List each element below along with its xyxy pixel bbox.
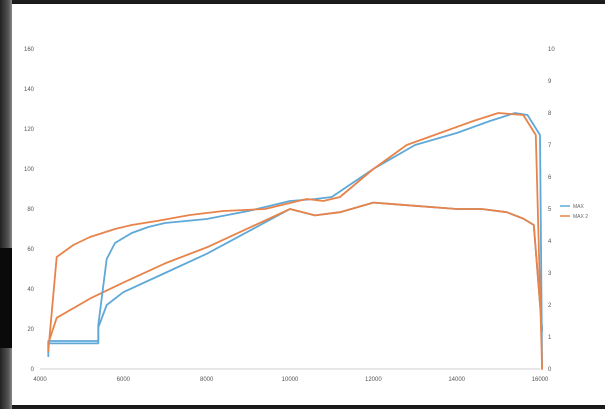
legend-label: MAX (573, 204, 585, 210)
left-dark-block (0, 248, 12, 348)
y-tick-label: 120 (24, 127, 35, 133)
y2-tick-label: 9 (548, 79, 552, 85)
y2-tick-label: 7 (548, 143, 552, 149)
y2-tick-label: 5 (548, 207, 552, 213)
x-tick-label: 10000 (282, 377, 299, 383)
y-tick-label: 100 (24, 167, 35, 173)
y2-tick-label: 1 (548, 335, 552, 341)
y2-tick-label: 8 (548, 111, 552, 117)
series-line-y2-1 (47, 201, 543, 358)
x-tick-label: 6000 (117, 377, 131, 383)
legend-label: MAX 2 (573, 214, 588, 220)
x-tick-label: 14000 (448, 377, 465, 383)
y-tick-label: 160 (24, 47, 35, 53)
series-line-2 (47, 112, 543, 370)
y-tick-label: 20 (27, 327, 34, 333)
y2-tick-label: 2 (548, 303, 552, 309)
y2-tick-label: 4 (548, 239, 552, 245)
y-tick-label: 40 (27, 287, 34, 293)
series-line-1 (47, 112, 543, 370)
x-tick-label: 8000 (200, 377, 214, 383)
y-tick-label: 140 (24, 87, 35, 93)
chart-panel (10, 4, 605, 405)
y-tick-label: 80 (27, 207, 34, 213)
y-tick-label: 0 (31, 367, 35, 373)
x-tick-label: 4000 (33, 377, 47, 383)
series-line-y2-2 (47, 201, 543, 345)
x-tick-label: 16000 (532, 377, 549, 383)
x-tick-label: 12000 (365, 377, 382, 383)
y2-tick-label: 10 (548, 47, 555, 53)
y-tick-label: 60 (27, 247, 34, 253)
y2-tick-label: 0 (548, 367, 552, 373)
y2-tick-label: 6 (548, 175, 552, 181)
y2-tick-label: 3 (548, 271, 552, 277)
